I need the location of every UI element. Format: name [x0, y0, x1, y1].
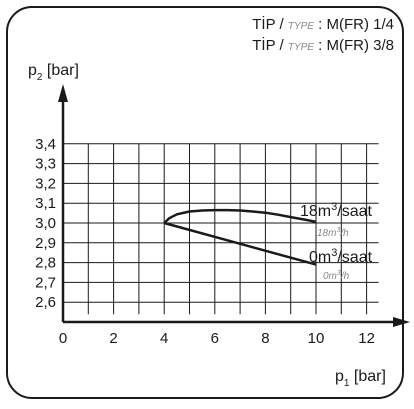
type-row-1: TİP / TYPE : M(FR) 1/4 [252, 15, 394, 36]
y-tick-label: 3,2 [35, 175, 56, 192]
x-tick-label: 12 [358, 330, 375, 347]
series-line-0m3 [163, 221, 317, 266]
series-label: 18m3/saat [300, 201, 372, 220]
type-value: : M(FR) 3/8 [313, 37, 394, 54]
series-sublabel: 0m3/h [323, 270, 350, 282]
y-tick-label: 3,4 [35, 136, 56, 153]
y-tick-label: 2,6 [35, 294, 56, 311]
y-axis-arrowhead [58, 84, 68, 102]
axes [58, 84, 410, 327]
x-tick-label: 0 [59, 330, 67, 347]
x-tick-label: 2 [109, 330, 117, 347]
series-line-18m3 [163, 208, 317, 224]
type-label-en: TYPE [287, 21, 314, 32]
y-tick-label: 3,0 [35, 215, 56, 232]
y-tick-label: 2,7 [35, 274, 56, 291]
series-label: 0m3/saat [309, 247, 373, 266]
x-tick-label: 10 [308, 330, 325, 347]
type-label-tr: TİP [252, 16, 276, 33]
type-row-2: TİP / TYPE : M(FR) 3/8 [252, 36, 394, 57]
type-label-en: TYPE [287, 42, 314, 53]
x-tick-label: 8 [261, 330, 269, 347]
y-tick-label: 3,3 [35, 156, 56, 173]
y-tick-label: 3,1 [35, 195, 56, 212]
y-tick-label: 2,8 [35, 255, 56, 272]
x-tick-label: 6 [211, 330, 219, 347]
series-lines [163, 208, 317, 266]
y-tick-label: 2,9 [35, 235, 56, 252]
type-legend: TİP / TYPE : M(FR) 1/4 TİP / TYPE : M(FR… [252, 15, 394, 57]
x-tick-label: 4 [160, 330, 168, 347]
chart-frame [6, 6, 404, 399]
series-sublabel: 18m3/h [317, 227, 349, 239]
series-labels: 18m3/saat 18m3/h 0m3/saat 0m3/h [300, 201, 373, 282]
type-label-tr: TİP [252, 37, 276, 54]
type-separator: / [275, 16, 288, 33]
x-axis-arrowhead [393, 317, 410, 327]
type-value: : M(FR) 1/4 [313, 16, 394, 33]
type-separator: / [275, 37, 288, 54]
tick-labels: 0 2 4 6 8 10 12 2,6 2,7 2,8 2,9 3,0 3,1 3,2 3,3 3,4 [35, 136, 375, 347]
y-axis-title: p2 [bar] [28, 62, 79, 83]
axis-titles: p2 [bar] p1 [bar] [28, 62, 386, 389]
x-axis-title: p1 [bar] [335, 368, 386, 389]
